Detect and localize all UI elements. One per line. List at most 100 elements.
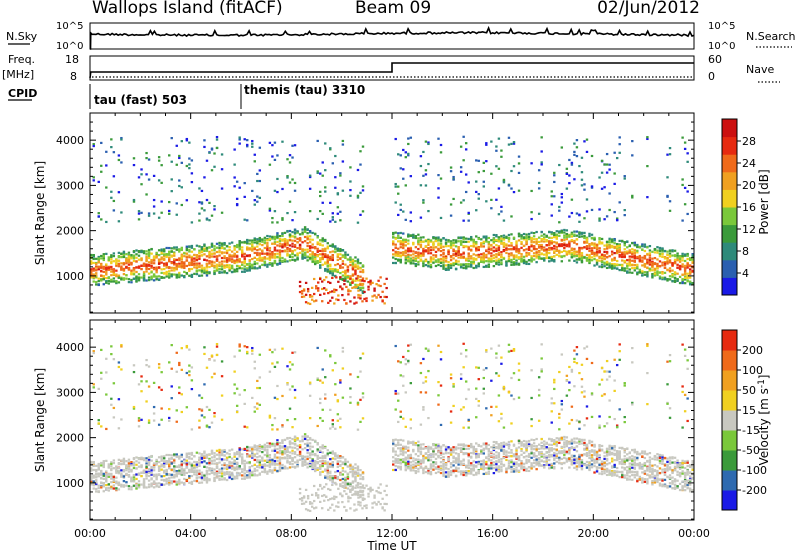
power-cell: [681, 136, 684, 139]
power-cell: [409, 175, 413, 178]
velocity-cell: [183, 482, 186, 486]
power-cell: [595, 261, 599, 264]
power-cell: [661, 248, 664, 251]
freq-right-tick-bottom: 0: [708, 70, 715, 83]
velocity-cell: [188, 461, 191, 464]
power-cell: [117, 274, 121, 277]
power-cell: [615, 252, 619, 255]
power-cell: [588, 260, 591, 263]
power-cell: [243, 265, 246, 268]
power-cell: [105, 220, 108, 224]
power-cell: [676, 278, 679, 281]
power-cell: [319, 253, 322, 256]
velocity-cell: [178, 464, 181, 467]
power-cell: [208, 254, 211, 258]
power-cell: [291, 249, 294, 253]
power-cell: [575, 238, 579, 241]
power-cell: [487, 260, 491, 263]
power-cell: [437, 244, 440, 247]
power-cell: [278, 253, 282, 256]
power-cell: [621, 264, 624, 267]
power-cell: [661, 270, 664, 274]
power-cell: [668, 249, 672, 252]
power-cell: [155, 252, 158, 256]
power-cell: [220, 245, 224, 248]
power-cell: [454, 250, 458, 253]
power-cell: [638, 254, 642, 258]
power-cell: [337, 280, 340, 283]
velocity-cell: [155, 461, 158, 465]
power-cell: [507, 143, 511, 146]
power-cell: [532, 235, 536, 238]
velocity-cell: [112, 416, 116, 419]
power-cell: [125, 277, 128, 280]
power-cell: [223, 257, 226, 260]
power-cell: [308, 231, 312, 234]
power-cell: [319, 266, 322, 269]
power-cell: [404, 255, 407, 259]
power-cell: [414, 259, 418, 262]
power-cell: [422, 249, 425, 252]
power-cell: [349, 300, 352, 303]
power-cell: [605, 255, 609, 259]
power-cell: [605, 263, 609, 266]
power-cell: [449, 241, 453, 244]
power-cell: [359, 283, 362, 286]
power-cell: [394, 250, 397, 253]
power-cell: [230, 250, 234, 253]
power-cell: [397, 232, 400, 235]
y-tick-label: 2000: [56, 225, 84, 238]
power-cell: [583, 183, 586, 186]
power-cell: [157, 216, 161, 219]
power-cell: [308, 294, 312, 297]
power-cell: [122, 250, 126, 253]
power-cell: [575, 258, 579, 261]
power-cell: [636, 245, 639, 248]
velocity-cell: [213, 456, 216, 459]
power-cell: [371, 295, 374, 298]
power-cell: [399, 167, 402, 170]
power-cell: [225, 249, 229, 252]
velocity-cell: [205, 469, 209, 472]
power-cell: [610, 258, 614, 261]
power-cell: [200, 202, 204, 205]
power-cell: [349, 263, 352, 267]
power-cell: [633, 251, 636, 255]
power-cell: [651, 272, 654, 276]
power-cell: [178, 154, 181, 158]
power-cell: [248, 264, 251, 267]
power-cell: [178, 250, 181, 253]
power-cell: [137, 265, 141, 268]
power-cell: [608, 192, 611, 195]
velocity-cell: [150, 469, 153, 472]
velocity-cell: [125, 481, 128, 484]
power-cell: [246, 269, 249, 272]
power-cell: [631, 242, 634, 245]
power-cell: [359, 191, 362, 194]
power-cell: [180, 140, 183, 143]
velocity-cell: [157, 467, 161, 471]
power-cell: [447, 266, 450, 270]
power-cell: [125, 274, 128, 277]
power-cell: [155, 278, 158, 281]
velocity-cell: [115, 469, 118, 472]
power-cell: [288, 236, 292, 239]
velocity-cell: [135, 456, 138, 459]
velocity-cell: [218, 461, 221, 464]
power-x-tick-marks: [89, 113, 695, 313]
power-cell: [137, 279, 141, 282]
power-cell: [369, 283, 372, 286]
velocity-cell: [120, 418, 123, 421]
velocity-cell: [110, 472, 113, 476]
power-cell: [668, 153, 672, 156]
power-cell: [331, 296, 334, 299]
velocity-cell: [180, 455, 183, 459]
power-cell: [671, 269, 674, 272]
power-cell: [653, 251, 657, 254]
power-cell: [145, 270, 148, 273]
power-cell: [613, 256, 616, 260]
power-cell: [271, 256, 274, 259]
power-cell: [107, 282, 111, 285]
velocity-cell: [165, 462, 168, 465]
power-cell: [100, 257, 103, 260]
